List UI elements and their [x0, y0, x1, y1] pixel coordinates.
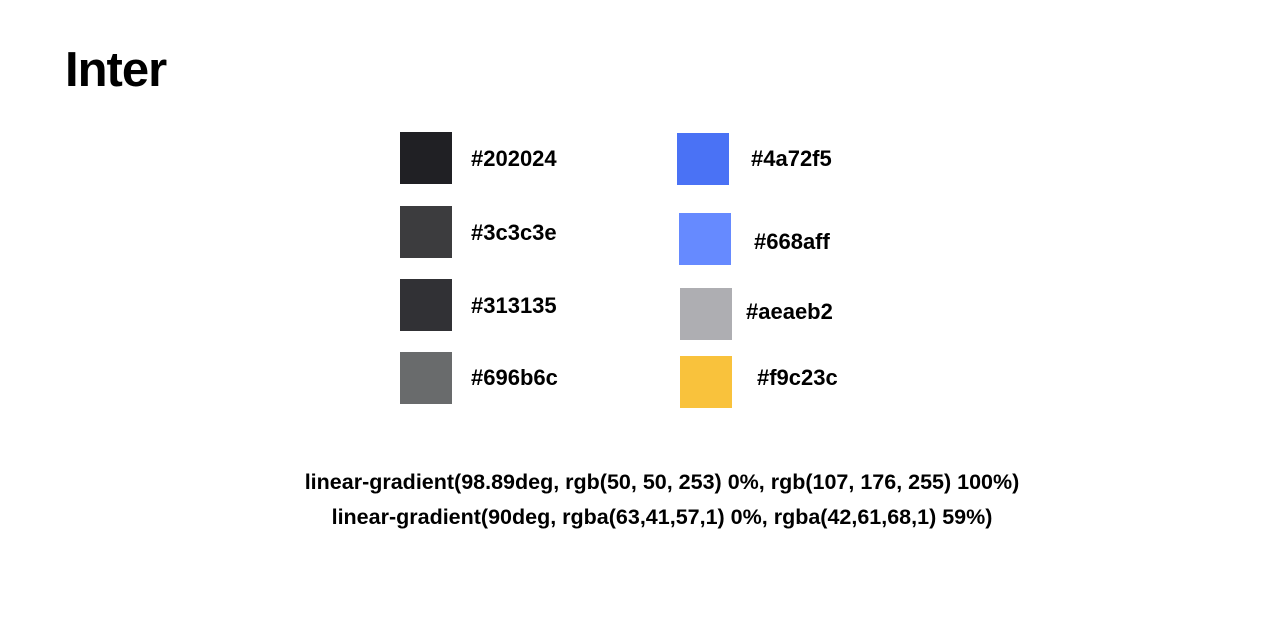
color-swatch [680, 288, 732, 340]
page-title: Inter [65, 43, 167, 97]
color-hex-label: #668aff [754, 229, 830, 254]
color-swatch [677, 133, 729, 185]
color-swatch [680, 356, 732, 408]
color-hex-label: #f9c23c [757, 365, 838, 390]
color-hex-label: #aeaeb2 [746, 299, 833, 324]
color-hex-label: #4a72f5 [751, 146, 832, 171]
color-hex-label: #313135 [471, 293, 557, 318]
color-swatch [400, 206, 452, 258]
color-swatch [400, 279, 452, 331]
color-swatch [400, 132, 452, 184]
color-hex-label: #696b6c [471, 365, 558, 390]
color-hex-label: #202024 [471, 146, 557, 171]
color-swatch [400, 352, 452, 404]
gradient-text-1: linear-gradient(98.89deg, rgb(50, 50, 25… [304, 470, 1020, 494]
color-hex-label: #3c3c3e [471, 220, 557, 245]
gradient-text-2: linear-gradient(90deg, rgba(63,41,57,1) … [331, 505, 993, 529]
color-swatch [679, 213, 731, 265]
